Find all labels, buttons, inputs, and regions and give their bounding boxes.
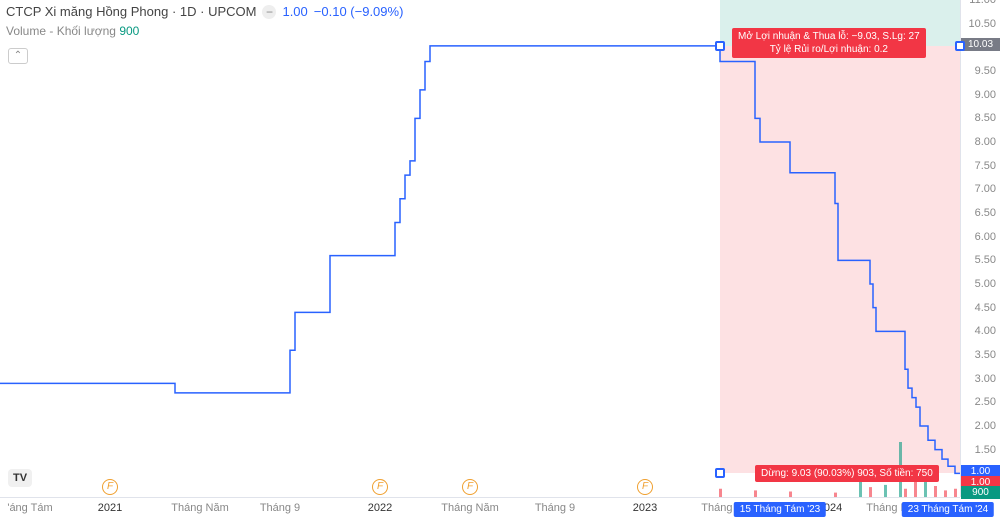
volume-label: Volume - Khối lượng	[6, 24, 116, 38]
earnings-icon[interactable]: F	[372, 479, 388, 495]
ytick: 8.50	[975, 112, 996, 124]
ytick: 2.50	[975, 396, 996, 408]
expand-icon[interactable]: ⌃	[8, 48, 28, 64]
price-change: −0.10 (−9.09%)	[314, 4, 404, 19]
position-handle[interactable]	[955, 41, 965, 51]
ytick: 7.00	[975, 183, 996, 195]
xtick: Tháng Năm	[441, 502, 498, 514]
xtick: Tháng 9	[260, 502, 300, 514]
ytick: 8.00	[975, 136, 996, 148]
ytick: 3.50	[975, 349, 996, 361]
collapse-icon[interactable]: −	[262, 5, 276, 19]
tradingview-logo[interactable]: TV	[8, 469, 32, 487]
position-open-pill[interactable]: Mở Lợi nhuận & Thua lỗ: −9.03, S.Lg: 27T…	[732, 28, 926, 58]
ytick: 11.00	[969, 0, 996, 6]
chart-header: CTCP Xi măng Hồng Phong · 1D · UPCOM − 1…	[6, 4, 403, 19]
x-axis[interactable]: 'áng Tám 2021 Tháng Năm Tháng 9 2022 Tháng Nă…	[0, 497, 960, 527]
position-handle[interactable]	[715, 468, 725, 478]
volume-header: Volume - Khối lượng 900	[6, 24, 139, 38]
pill-line: Mở Lợi nhuận & Thua lỗ: −9.03, S.Lg: 27	[738, 30, 920, 43]
ytick: 5.50	[975, 254, 996, 266]
position-handle[interactable]	[715, 41, 725, 51]
y-badge: 900	[961, 486, 1000, 499]
ytick: 4.50	[975, 302, 996, 314]
ytick: 4.00	[975, 325, 996, 337]
ytick: 5.00	[975, 278, 996, 290]
ytick: 6.00	[975, 231, 996, 243]
chart-title: CTCP Xi măng Hồng Phong · 1D · UPCOM	[6, 4, 256, 19]
xtick: Tháng 9	[535, 502, 575, 514]
earnings-icon[interactable]: F	[637, 479, 653, 495]
ytick: 3.00	[975, 373, 996, 385]
y-badge: 10.03	[961, 38, 1000, 51]
x-date-pill: 23 Tháng Tám '24	[902, 502, 994, 517]
position-stop-pill[interactable]: Dừng: 9.03 (90.03%) 903, Số tiền: 750	[755, 465, 939, 482]
ytick: 6.50	[975, 207, 996, 219]
y-axis[interactable]: 1.001.502.002.503.003.504.004.505.005.50…	[960, 0, 1000, 497]
ytick: 7.50	[975, 160, 996, 172]
earnings-icon[interactable]: F	[102, 479, 118, 495]
xtick: 2021	[98, 502, 122, 514]
x-date-pill: 15 Tháng Tám '23	[734, 502, 826, 517]
price-line	[0, 0, 960, 497]
last-price: 1.00	[282, 4, 307, 19]
earnings-icon[interactable]: F	[462, 479, 478, 495]
xtick: Tháng Năm	[171, 502, 228, 514]
ytick: 10.50	[968, 18, 996, 30]
xtick: 'áng Tám	[7, 502, 52, 514]
ytick: 9.50	[975, 65, 996, 77]
xtick: 2023	[633, 502, 657, 514]
ytick: 2.00	[975, 420, 996, 432]
pill-line: Tỷ lệ Rủi ro/Lợi nhuận: 0.2	[738, 43, 920, 56]
ytick: 9.00	[975, 89, 996, 101]
volume-value: 900	[119, 24, 139, 38]
ytick: 1.50	[975, 444, 996, 456]
chart-area[interactable]: Mở Lợi nhuận & Thua lỗ: −9.03, S.Lg: 27T…	[0, 0, 960, 497]
xtick: 2022	[368, 502, 392, 514]
